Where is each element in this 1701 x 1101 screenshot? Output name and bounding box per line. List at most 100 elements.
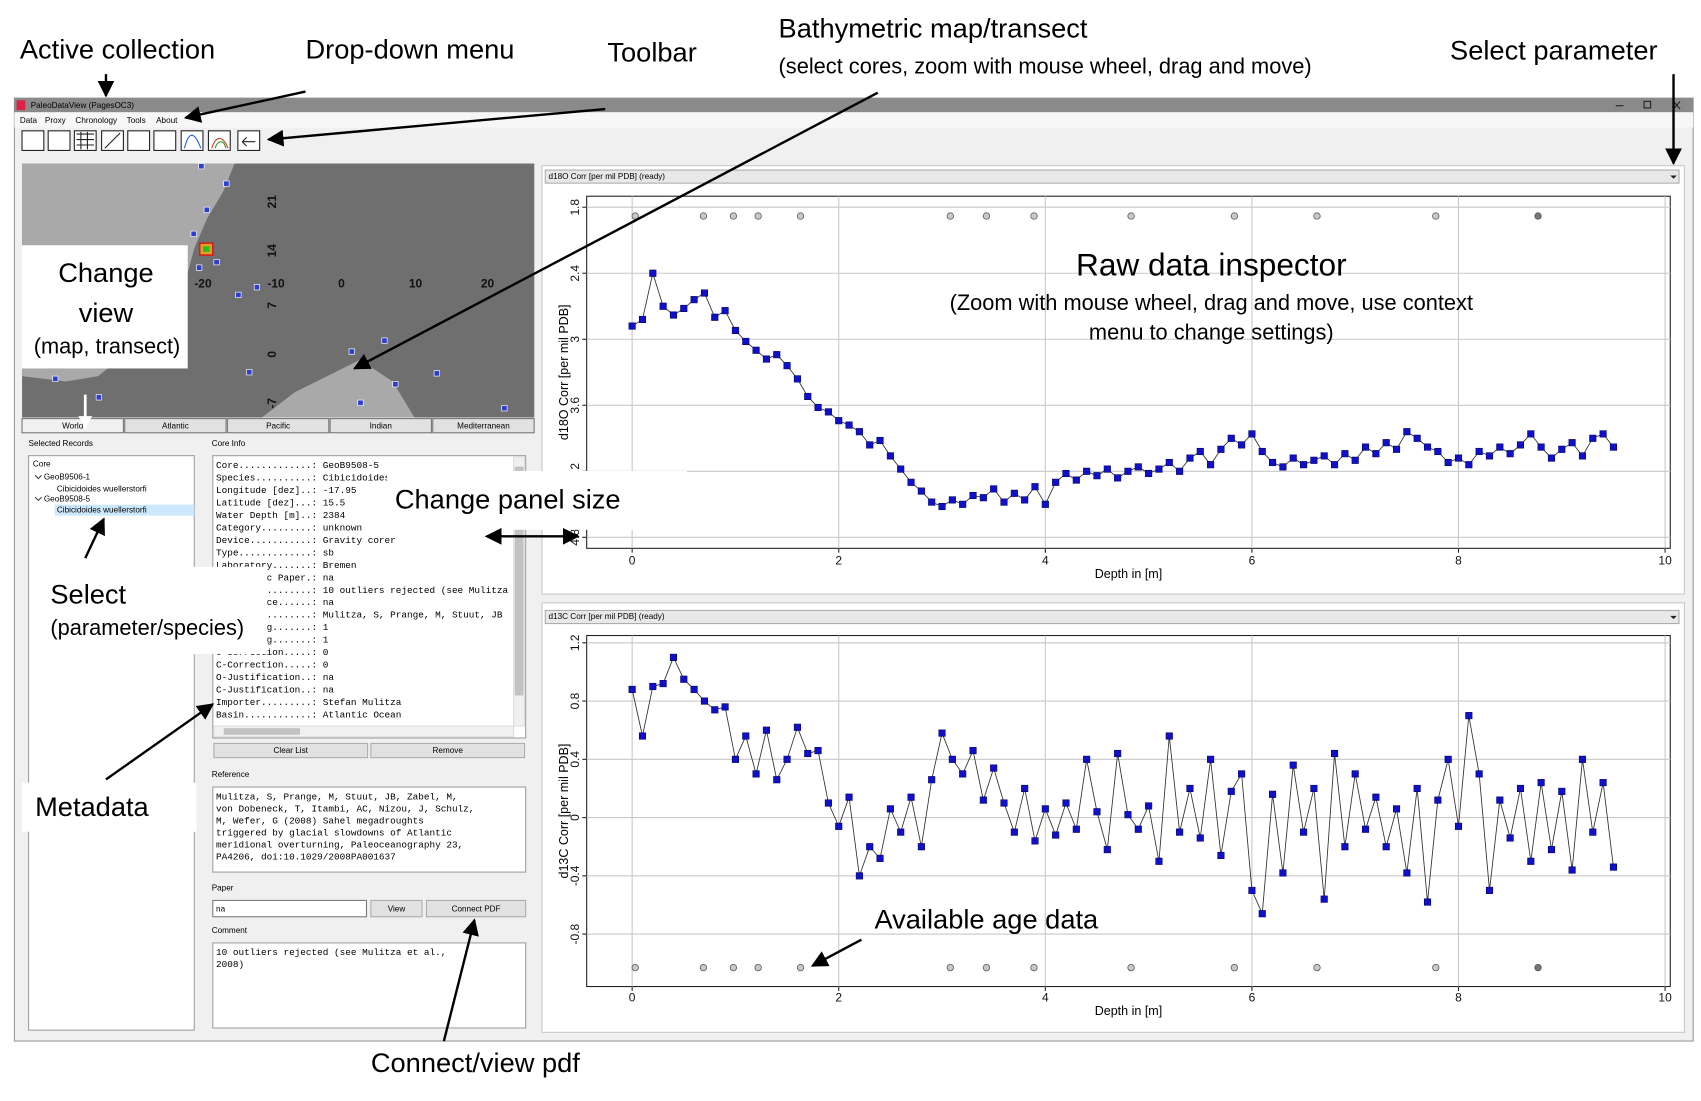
- parameter-combo[interactable]: [544, 609, 1680, 625]
- age-point[interactable]: [754, 212, 762, 220]
- age-point[interactable]: [796, 963, 805, 972]
- x-tick-label: 0: [629, 554, 636, 568]
- age-point[interactable]: [1313, 963, 1321, 972]
- annotation-arrow: [266, 107, 606, 147]
- y-tick-label: 3: [568, 336, 582, 343]
- data-point: [1114, 474, 1122, 482]
- menu-item[interactable]: Proxy: [45, 116, 67, 125]
- age-point[interactable]: [729, 212, 738, 220]
- age-point[interactable]: [1030, 212, 1038, 220]
- reference-line: von Dobeneck, T, Itambi, AC, Nizou, J, S…: [216, 803, 474, 814]
- parameter-combo[interactable]: [544, 169, 1680, 184]
- data-point: [649, 682, 657, 691]
- y-axis-label: d18O Corr [per mil PDB]: [557, 304, 571, 440]
- menu-item[interactable]: Data: [20, 116, 38, 125]
- data-point: [669, 653, 678, 661]
- maximize-button[interactable]: [1643, 100, 1652, 109]
- button[interactable]: [370, 899, 423, 918]
- parameter-combo-label: d18O Corr [per mil PDB] (ready): [549, 172, 666, 181]
- tree-item[interactable]: GeoB9508-5: [44, 494, 91, 503]
- age-point[interactable]: [982, 212, 991, 220]
- button[interactable]: [425, 899, 527, 918]
- map-tab[interactable]: [124, 418, 227, 434]
- tool-button[interactable]: [180, 130, 204, 151]
- tree-expander: [34, 496, 43, 502]
- section-label: Reference: [212, 770, 250, 779]
- data-point: [1609, 863, 1617, 871]
- data-point: [917, 843, 925, 851]
- button[interactable]: [370, 742, 526, 759]
- tool-button[interactable]: [153, 130, 177, 151]
- data-point: [907, 478, 915, 486]
- comment-line: 2008): [216, 959, 244, 970]
- y-tick-label: 0: [568, 814, 582, 821]
- tree-item[interactable]: GeoB9506-1: [44, 473, 91, 482]
- age-point[interactable]: [1534, 963, 1542, 972]
- menu-item[interactable]: About: [156, 116, 178, 125]
- age-point[interactable]: [982, 963, 991, 972]
- age-point[interactable]: [1534, 212, 1542, 220]
- data-point: [1134, 825, 1142, 833]
- age-point[interactable]: [1230, 963, 1239, 972]
- tool-button[interactable]: [237, 130, 261, 151]
- data-point: [1578, 452, 1586, 460]
- age-point[interactable]: [1127, 212, 1135, 220]
- age-point[interactable]: [796, 212, 805, 220]
- data-point: [928, 498, 936, 506]
- tree-item[interactable]: Core: [33, 460, 51, 469]
- map-tab[interactable]: [432, 418, 535, 434]
- age-point[interactable]: [1313, 212, 1321, 220]
- map-tab[interactable]: [226, 418, 330, 434]
- core-info-line: C-Correction.....: 0: [216, 660, 329, 671]
- age-point[interactable]: [946, 212, 954, 220]
- age-point[interactable]: [699, 212, 708, 220]
- age-point[interactable]: [1432, 963, 1440, 972]
- core-info-line: C-Justification..: na: [216, 685, 334, 696]
- map-tab[interactable]: [21, 418, 124, 434]
- map-tab[interactable]: [329, 418, 433, 434]
- age-point[interactable]: [946, 963, 954, 972]
- data-point: [1269, 790, 1277, 798]
- data-point: [731, 326, 739, 334]
- data-point: [1568, 866, 1576, 874]
- data-point: [855, 428, 863, 436]
- age-point[interactable]: [1432, 212, 1440, 220]
- menu-item[interactable]: Chronology: [75, 116, 118, 125]
- data-point: [1217, 445, 1225, 453]
- age-point[interactable]: [1030, 963, 1038, 972]
- data-point: [1155, 465, 1163, 473]
- tool-button[interactable]: [127, 130, 151, 151]
- age-point[interactable]: [754, 963, 762, 972]
- menu-item[interactable]: Tools: [127, 116, 146, 125]
- data-point: [1589, 434, 1597, 442]
- data-point: [1021, 784, 1029, 793]
- tree-item[interactable]: Cibicidoides wuellerstorfi: [57, 485, 147, 494]
- age-point[interactable]: [699, 963, 708, 972]
- map-tab-label: Indian: [370, 421, 392, 430]
- data-point: [886, 805, 894, 813]
- x-tick-label: 10: [1658, 991, 1672, 1005]
- age-point[interactable]: [1127, 963, 1135, 972]
- data-point: [1434, 796, 1442, 804]
- annotation: Bathymetric map/transect: [779, 13, 1088, 44]
- data-point: [1454, 454, 1463, 462]
- core-info-line: Device...........: Gravity corer: [216, 535, 396, 546]
- tree-item[interactable]: Cibicidoides wuellerstorfi: [57, 505, 147, 514]
- data-point: [876, 436, 884, 445]
- data-point: [711, 706, 719, 714]
- reference-line: meridional overturning, Paleoceanography…: [216, 839, 463, 850]
- data-point: [1010, 828, 1018, 836]
- data-point: [1041, 805, 1049, 813]
- data-point: [1176, 467, 1184, 475]
- age-point[interactable]: [729, 963, 738, 972]
- app-icon: [16, 100, 26, 111]
- tool-button[interactable]: [21, 130, 45, 151]
- age-point[interactable]: [1230, 212, 1239, 220]
- tool-button[interactable]: [47, 130, 71, 151]
- data-point: [1000, 498, 1008, 506]
- paper-input[interactable]: [212, 899, 368, 918]
- data-point: [1475, 770, 1483, 778]
- age-point[interactable]: [631, 963, 639, 972]
- data-point: [1083, 755, 1091, 763]
- button[interactable]: [213, 742, 369, 759]
